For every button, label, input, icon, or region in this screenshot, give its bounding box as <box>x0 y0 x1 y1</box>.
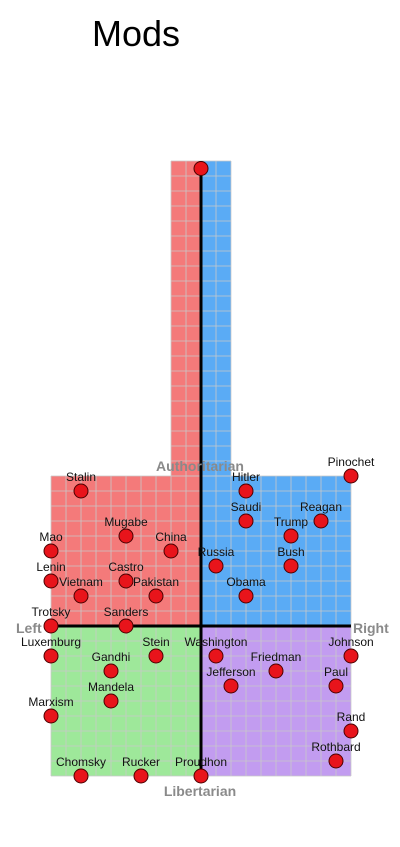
point-label: Russia <box>198 545 235 559</box>
data-point <box>73 768 89 784</box>
data-point <box>343 723 359 739</box>
data-point <box>163 543 179 559</box>
data-point <box>283 528 299 544</box>
data-point <box>73 588 89 604</box>
data-point <box>43 573 59 589</box>
data-point <box>193 161 209 176</box>
data-point <box>238 483 254 499</box>
point-label: Mugabe <box>104 515 148 529</box>
point-label: Rucker <box>122 755 160 769</box>
point-label: Gandhi <box>92 650 131 664</box>
point-label: Rand <box>337 710 366 724</box>
point-label: Johnson <box>328 635 373 649</box>
point-label: Stein <box>142 635 169 649</box>
point-label: Vietnam <box>59 575 103 589</box>
data-point <box>313 513 329 529</box>
point-label: Stalin <box>66 470 96 484</box>
data-point <box>73 483 89 499</box>
data-point <box>238 588 254 604</box>
point-label: Trump <box>274 515 309 529</box>
point-label: Trotsky <box>32 605 71 619</box>
point-label: Proudhon <box>175 755 227 769</box>
point-label: Washington <box>185 635 248 649</box>
data-point <box>43 708 59 724</box>
point-label: Lenin <box>36 560 65 574</box>
data-point <box>343 468 359 484</box>
point-label: Pakistan <box>133 575 179 589</box>
data-point <box>103 663 119 679</box>
data-point <box>223 678 239 694</box>
data-point <box>193 768 209 784</box>
data-point <box>148 648 164 664</box>
data-point <box>43 648 59 664</box>
point-label: Castro <box>108 560 144 574</box>
data-point <box>118 528 134 544</box>
axis-label-top: Authoritarian <box>156 458 244 474</box>
chart-title: Mods <box>92 13 180 54</box>
point-label: Mao <box>39 530 63 544</box>
point-label: Marxism <box>28 695 73 709</box>
point-label: Hitler <box>232 470 260 484</box>
data-point <box>328 678 344 694</box>
data-point <box>118 618 134 634</box>
data-point <box>103 693 119 709</box>
point-label: Saudi <box>231 500 262 514</box>
axis-label-left: Left <box>16 620 42 636</box>
point-label: Luxemburg <box>21 635 81 649</box>
data-point <box>133 768 149 784</box>
data-point <box>238 513 254 529</box>
data-point <box>43 543 59 559</box>
data-point <box>328 753 344 769</box>
point-label: China <box>155 530 187 544</box>
point-label: Jefferson <box>206 665 255 679</box>
point-label: Friedman <box>251 650 302 664</box>
data-point <box>148 588 164 604</box>
point-label: Mandela <box>88 680 134 694</box>
data-point <box>208 648 224 664</box>
data-point <box>43 618 59 634</box>
data-point <box>283 558 299 574</box>
axis-label-bottom: Libertarian <box>164 783 236 799</box>
data-point <box>268 663 284 679</box>
data-point <box>343 648 359 664</box>
axis-label-right: Right <box>353 620 389 636</box>
point-label: Sanders <box>104 605 149 619</box>
point-label: Paul <box>324 665 348 679</box>
point-label: Chomsky <box>56 755 106 769</box>
point-label: Bush <box>277 545 304 559</box>
data-point <box>118 573 134 589</box>
point-label: Rothbard <box>311 740 360 754</box>
data-point <box>208 558 224 574</box>
point-label: Reagan <box>300 500 342 514</box>
axes <box>51 161 351 776</box>
point-label: Pinochet <box>328 455 375 469</box>
point-label: Obama <box>226 575 266 589</box>
